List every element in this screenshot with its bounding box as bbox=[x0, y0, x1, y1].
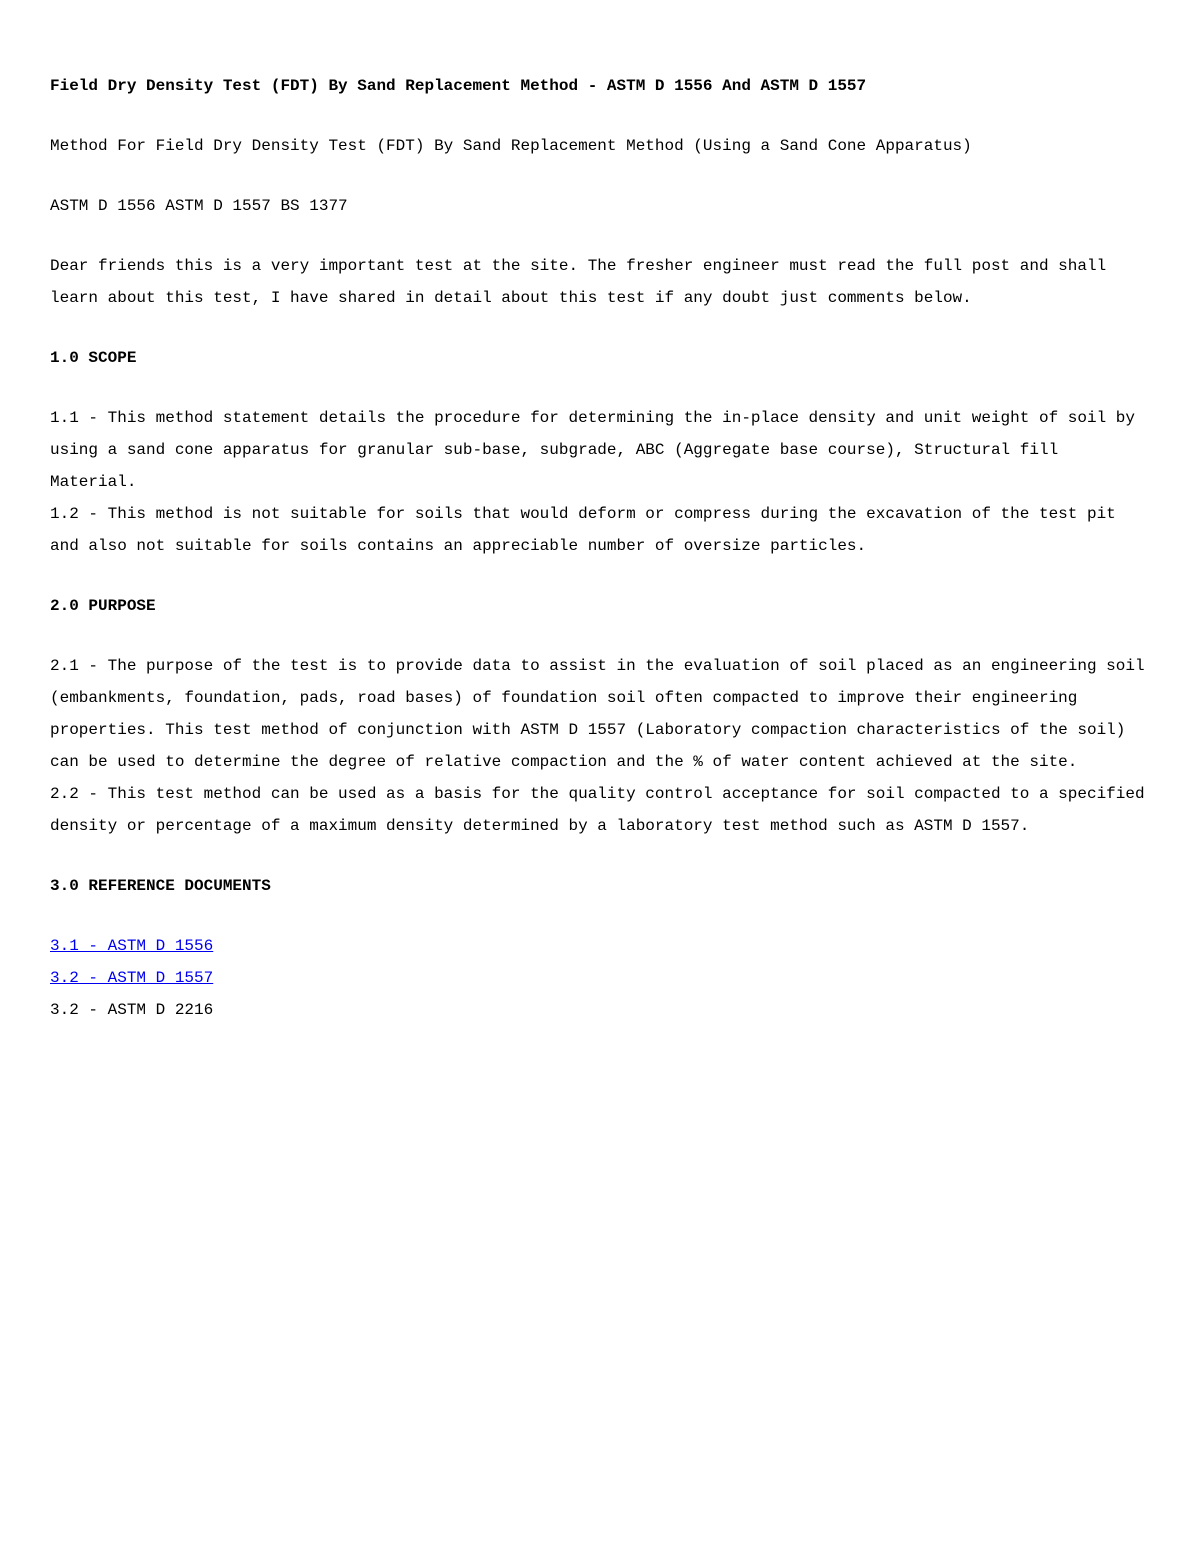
scope-body: 1.1 - This method statement details the … bbox=[50, 402, 1150, 562]
purpose-item-1: 2.1 - The purpose of the test is to prov… bbox=[50, 650, 1150, 778]
purpose-body: 2.1 - The purpose of the test is to prov… bbox=[50, 650, 1150, 842]
purpose-heading: 2.0 PURPOSE bbox=[50, 590, 1150, 622]
references-list: 3.1 - ASTM D 1556 3.2 - ASTM D 1557 3.2 … bbox=[50, 930, 1150, 1026]
intro-paragraph-1: Method For Field Dry Density Test (FDT) … bbox=[50, 130, 1150, 162]
document-title: Field Dry Density Test (FDT) By Sand Rep… bbox=[50, 70, 1150, 102]
reference-link-astm-d-1557[interactable]: 3.2 - ASTM D 1557 bbox=[50, 969, 213, 987]
purpose-item-2: 2.2 - This test method can be used as a … bbox=[50, 778, 1150, 842]
reference-link-astm-d-1556[interactable]: 3.1 - ASTM D 1556 bbox=[50, 937, 213, 955]
scope-item-1: 1.1 - This method statement details the … bbox=[50, 402, 1150, 498]
intro-paragraph-2: ASTM D 1556 ASTM D 1557 BS 1377 bbox=[50, 190, 1150, 222]
references-heading: 3.0 REFERENCE DOCUMENTS bbox=[50, 870, 1150, 902]
intro-paragraph-3: Dear friends this is a very important te… bbox=[50, 250, 1150, 314]
scope-item-2: 1.2 - This method is not suitable for so… bbox=[50, 498, 1150, 562]
document-page: Field Dry Density Test (FDT) By Sand Rep… bbox=[0, 0, 1200, 1076]
reference-astm-d-2216: 3.2 - ASTM D 2216 bbox=[50, 994, 1150, 1026]
scope-heading: 1.0 SCOPE bbox=[50, 342, 1150, 374]
